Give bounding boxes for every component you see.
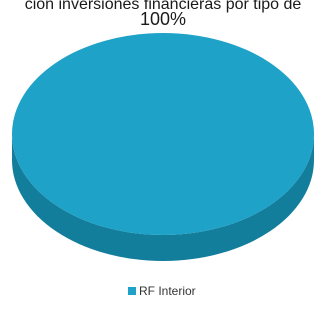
data-label-rf-interior: 100% bbox=[140, 9, 186, 29]
pie-slice-side-rf-interior bbox=[12, 134, 314, 261]
legend-label-rf-interior: RF Interior bbox=[139, 284, 196, 298]
legend-swatch-rf-interior bbox=[128, 287, 136, 295]
chart-title: ción inversiones financieras por tipo de bbox=[24, 0, 302, 13]
pie-slice-rf-interior bbox=[12, 33, 314, 235]
